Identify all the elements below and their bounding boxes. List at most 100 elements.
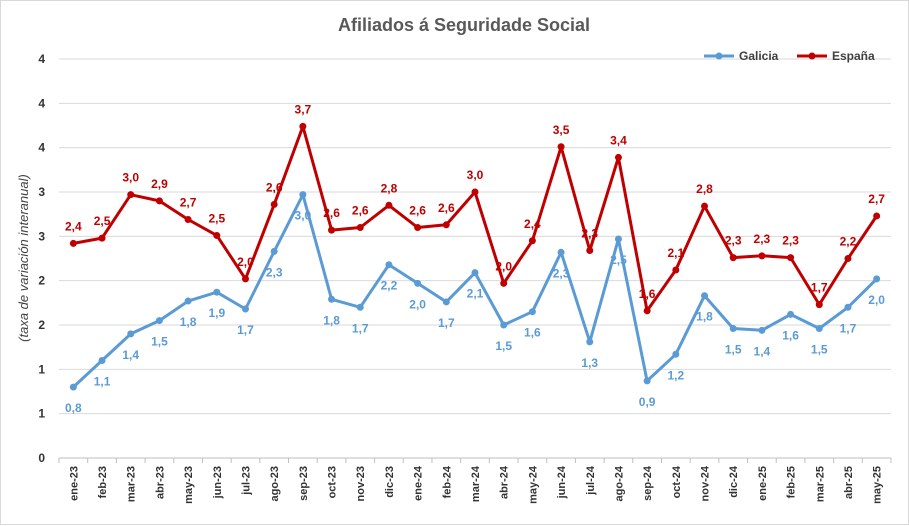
x-tick-label: ago-23 <box>269 466 281 501</box>
x-tick-label: feb-24 <box>441 465 453 498</box>
data-label: 2,2 <box>840 235 857 249</box>
data-point <box>184 297 192 305</box>
data-label: 1,7 <box>237 323 254 337</box>
data-label: 1,8 <box>323 313 340 327</box>
y-tick-label: 3 <box>38 185 45 199</box>
x-tick-label: may-24 <box>527 465 539 504</box>
x-tick-label: abr-23 <box>154 466 166 499</box>
data-label: 2,6 <box>323 206 340 220</box>
data-label: 2,5 <box>610 253 627 267</box>
data-point <box>729 254 737 262</box>
data-label: 2,3 <box>266 265 283 279</box>
data-point <box>557 248 565 256</box>
x-tick-label: dic-24 <box>728 465 740 498</box>
x-tick-label: ene-25 <box>757 466 769 501</box>
data-point <box>643 377 651 385</box>
data-label: 3,0 <box>122 171 139 185</box>
x-tick-label: ene-23 <box>68 466 80 501</box>
data-point <box>385 261 393 269</box>
data-label: 1,7 <box>352 321 369 335</box>
x-tick-label: jul-23 <box>240 466 252 496</box>
data-label: 2,3 <box>754 232 771 246</box>
data-label: 2,3 <box>725 234 742 248</box>
data-point <box>270 200 278 208</box>
data-label: 1,8 <box>180 315 197 329</box>
data-label: 1,5 <box>495 339 512 353</box>
data-point <box>155 197 163 205</box>
data-point <box>442 298 450 306</box>
x-tick-label: abr-24 <box>499 465 511 499</box>
data-label: 2,8 <box>696 182 713 196</box>
data-label: 2,7 <box>180 195 197 209</box>
data-label: 2,0 <box>495 259 512 273</box>
data-point <box>385 201 393 209</box>
data-point <box>614 153 622 161</box>
x-tick-label: oct-23 <box>327 466 339 498</box>
data-label: 2,5 <box>94 214 111 228</box>
data-label: 2,1 <box>467 287 484 301</box>
y-tick-label: 4 <box>38 96 45 110</box>
data-point <box>758 252 766 260</box>
legend-marker-galicia <box>715 52 723 60</box>
y-tick-label: 4 <box>38 52 45 66</box>
x-tick-label: dic-23 <box>384 466 396 498</box>
data-point <box>356 223 364 231</box>
x-tick-label: feb-25 <box>786 466 798 498</box>
x-tick-label: nov-24 <box>700 465 712 501</box>
legend: Galicia España <box>704 49 875 63</box>
data-label: 1,9 <box>208 306 225 320</box>
data-point <box>758 326 766 334</box>
data-label: 1,5 <box>811 343 828 357</box>
axes: 0 1 1 2 2 3 3 4 4 4 ene-23 feb-23 mar-23 abr-23 may-23… <box>38 52 892 504</box>
data-point <box>815 325 823 333</box>
data-point <box>241 305 249 313</box>
data-label: 2,2 <box>381 279 398 293</box>
data-label: 2,0 <box>868 293 885 307</box>
data-point <box>127 330 135 338</box>
data-point <box>442 221 450 229</box>
data-point <box>614 235 622 243</box>
data-point <box>98 234 106 242</box>
series-line-1 <box>73 124 878 313</box>
data-point <box>299 122 307 130</box>
x-tick-label: oct-24 <box>671 465 683 498</box>
data-label: 3,7 <box>295 102 312 116</box>
x-tick-label: jul-24 <box>585 465 597 496</box>
data-point <box>500 279 508 287</box>
data-point <box>328 295 336 303</box>
y-tick-label: 0 <box>38 451 45 465</box>
legend-label-galicia: Galicia <box>739 49 779 63</box>
data-label: 1,6 <box>782 328 799 342</box>
y-tick-label: 2 <box>38 274 45 288</box>
data-point <box>787 310 795 318</box>
data-point <box>414 279 422 287</box>
x-tick-label: sep-23 <box>298 466 310 501</box>
data-point <box>672 350 680 358</box>
legend-label-espana: España <box>832 49 875 63</box>
data-point <box>471 188 479 196</box>
data-label: 1,7 <box>840 321 857 335</box>
data-point <box>241 275 249 283</box>
data-point <box>729 325 737 333</box>
data-point <box>270 247 278 255</box>
chart-title: Afiliados á Seguridade Social <box>338 15 590 35</box>
y-tick-label: 2 <box>38 318 45 332</box>
data-point <box>873 275 881 283</box>
y-tick-label: 4 <box>38 141 45 155</box>
data-label: 2,6 <box>438 201 455 215</box>
data-labels: 0,8 1,1 1,4 1,5 1,8 1,9 1,7 2,3 3,0 1,8 1,7 2,2 2,0 1… <box>65 102 885 415</box>
data-point <box>672 266 680 274</box>
y-tick-label: 1 <box>38 362 45 376</box>
x-tick-label: nov-23 <box>355 466 367 501</box>
data-label: 3,0 <box>467 168 484 182</box>
data-label: 2,4 <box>65 219 82 233</box>
data-point <box>500 321 508 329</box>
data-point <box>69 239 77 247</box>
y-axis-label: (taxa de variación interanual) <box>16 174 31 342</box>
data-point <box>557 143 565 151</box>
x-tick-label: mar-25 <box>814 466 826 502</box>
data-label: 2,0 <box>409 297 426 311</box>
x-tick-label: abr-25 <box>843 466 855 499</box>
data-point <box>528 237 536 245</box>
